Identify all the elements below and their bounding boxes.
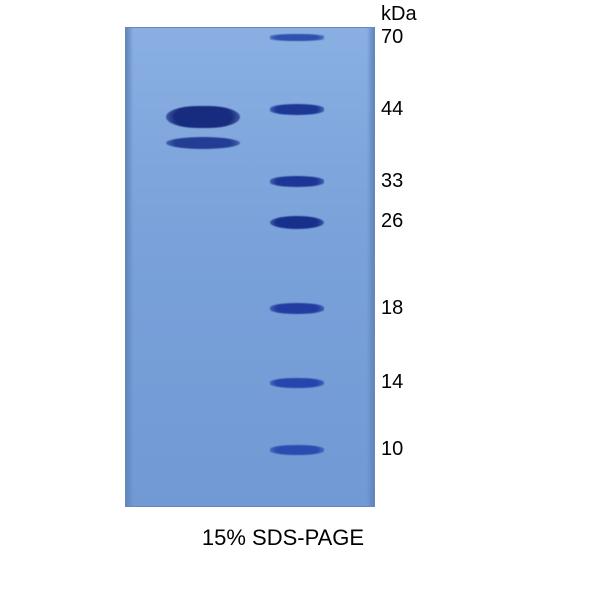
band-ladder-0	[270, 34, 325, 41]
band-ladder-5	[270, 378, 325, 388]
marker-label-10: 10	[381, 439, 403, 459]
lane-sample	[166, 28, 240, 506]
marker-label-44: 44	[381, 99, 403, 119]
marker-labels: kDa 70443326181410	[381, 27, 441, 507]
marker-label-33: 33	[381, 171, 403, 191]
band-sample-1	[166, 137, 240, 149]
band-sample-0	[166, 106, 240, 128]
unit-header: kDa	[381, 3, 417, 26]
figure-caption: 15% SDS-PAGE	[202, 525, 364, 551]
lane-ladder	[270, 28, 325, 506]
band-ladder-4	[270, 303, 325, 314]
band-ladder-3	[270, 216, 325, 229]
gel-box	[125, 27, 375, 507]
band-ladder-1	[270, 104, 325, 115]
marker-label-18: 18	[381, 298, 403, 318]
sds-page-figure: kDa 70443326181410 15% SDS-PAGE	[125, 27, 441, 551]
band-ladder-6	[270, 445, 325, 455]
band-ladder-2	[270, 176, 325, 187]
marker-label-14: 14	[381, 372, 403, 392]
marker-label-26: 26	[381, 211, 403, 231]
marker-label-70: 70	[381, 27, 403, 47]
gel-row: kDa 70443326181410	[125, 27, 441, 507]
